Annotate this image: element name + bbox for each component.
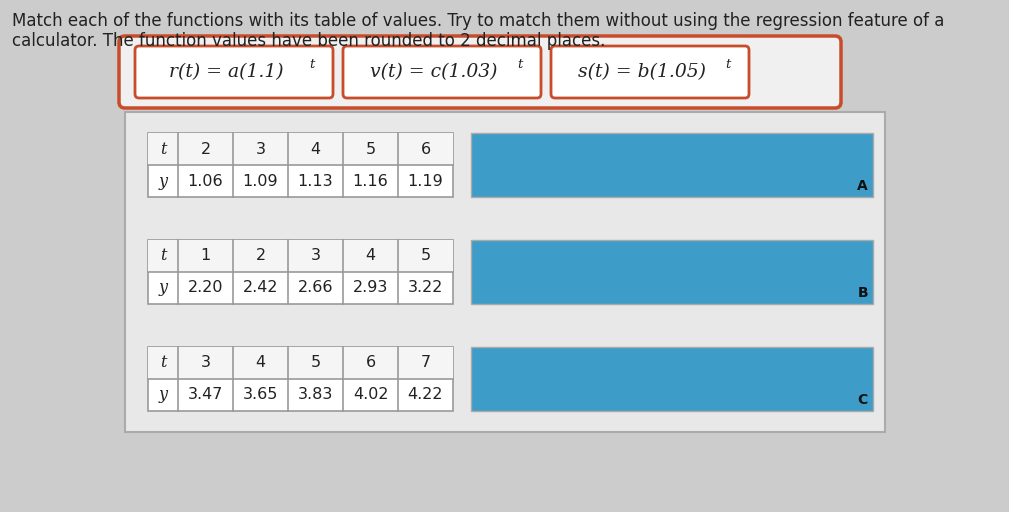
Bar xyxy=(148,240,453,272)
Text: t: t xyxy=(725,58,731,72)
Text: 2.93: 2.93 xyxy=(353,281,388,295)
Text: t: t xyxy=(517,58,523,72)
Bar xyxy=(471,133,873,197)
Text: Match each of the functions with its table of values. Try to match them without : Match each of the functions with its tab… xyxy=(12,12,944,30)
Bar xyxy=(471,347,873,411)
FancyBboxPatch shape xyxy=(119,36,840,108)
Text: 1.09: 1.09 xyxy=(243,174,278,189)
Text: 1: 1 xyxy=(201,248,211,264)
Text: s(t) = b(1.05): s(t) = b(1.05) xyxy=(578,63,706,81)
Text: 7: 7 xyxy=(421,355,431,370)
Text: t: t xyxy=(159,141,166,158)
Text: 5: 5 xyxy=(311,355,321,370)
Bar xyxy=(148,133,453,165)
Bar xyxy=(148,347,453,411)
Text: y: y xyxy=(158,280,167,296)
FancyBboxPatch shape xyxy=(125,112,885,432)
Text: 3.22: 3.22 xyxy=(408,281,443,295)
Text: 1.19: 1.19 xyxy=(408,174,443,189)
Text: 3.65: 3.65 xyxy=(243,387,278,402)
Text: 4.22: 4.22 xyxy=(408,387,443,402)
Text: t: t xyxy=(159,247,166,265)
Text: 5: 5 xyxy=(421,248,431,264)
Text: 5: 5 xyxy=(365,142,375,157)
Text: 2: 2 xyxy=(255,248,265,264)
Text: 2.20: 2.20 xyxy=(188,281,223,295)
Text: 4: 4 xyxy=(311,142,321,157)
Bar xyxy=(148,240,453,304)
Text: 3: 3 xyxy=(311,248,321,264)
Bar xyxy=(471,240,873,304)
Text: y: y xyxy=(158,386,167,403)
Text: 1.06: 1.06 xyxy=(188,174,223,189)
FancyBboxPatch shape xyxy=(135,46,333,98)
Text: C: C xyxy=(858,393,868,407)
Text: 3.83: 3.83 xyxy=(298,387,333,402)
Text: v(t) = c(1.03): v(t) = c(1.03) xyxy=(370,63,497,81)
Text: B: B xyxy=(858,286,868,300)
Text: 6: 6 xyxy=(421,142,431,157)
Text: 1.16: 1.16 xyxy=(352,174,388,189)
Text: 3: 3 xyxy=(201,355,211,370)
Text: t: t xyxy=(309,58,315,72)
Text: t: t xyxy=(159,354,166,371)
Text: 2: 2 xyxy=(201,142,211,157)
Text: 3.47: 3.47 xyxy=(188,387,223,402)
Text: calculator. The function values have been rounded to 2 decimal places.: calculator. The function values have bee… xyxy=(12,32,605,50)
Text: y: y xyxy=(158,173,167,190)
Text: A: A xyxy=(858,179,868,194)
FancyBboxPatch shape xyxy=(551,46,749,98)
Text: 2.66: 2.66 xyxy=(298,281,333,295)
Bar xyxy=(148,133,453,197)
Text: 3: 3 xyxy=(255,142,265,157)
Text: 2.42: 2.42 xyxy=(243,281,278,295)
Text: 4.02: 4.02 xyxy=(353,387,388,402)
Text: 6: 6 xyxy=(365,355,375,370)
Text: r(t) = a(1.1): r(t) = a(1.1) xyxy=(169,63,284,81)
FancyBboxPatch shape xyxy=(343,46,541,98)
Bar xyxy=(148,347,453,379)
Text: 4: 4 xyxy=(365,248,375,264)
Text: 1.13: 1.13 xyxy=(298,174,333,189)
Text: 4: 4 xyxy=(255,355,265,370)
